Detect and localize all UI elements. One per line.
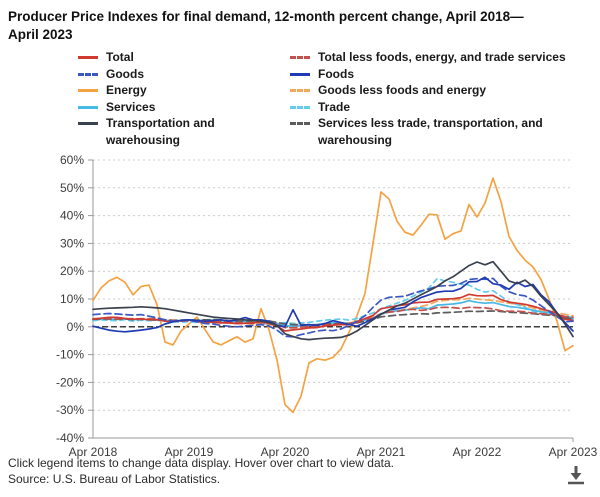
download-button[interactable]: [564, 463, 588, 487]
legend-label: Services less trade, transportation, and…: [318, 116, 543, 147]
legend-label: Trade: [318, 99, 351, 114]
svg-text:-30%: -30%: [56, 403, 84, 417]
svg-text:40%: 40%: [60, 209, 84, 223]
source-text: Source: U.S. Bureau of Labor Statistics.: [8, 472, 221, 486]
svg-text:Apr 2018: Apr 2018: [69, 445, 118, 459]
legend-line-swatch: [290, 89, 310, 93]
chart-plot-area[interactable]: 60%50%40%30%20%10%0%-10%-20%-30%-40%Apr …: [8, 150, 600, 468]
page-title: Producer Price Indexes for final demand,…: [8, 9, 524, 42]
svg-text:Apr 2023: Apr 2023: [549, 445, 598, 459]
legend-line-swatch: [290, 105, 310, 109]
legend-item[interactable]: Total less foods, energy, and trade serv…: [290, 49, 590, 66]
svg-text:-40%: -40%: [56, 431, 84, 445]
legend-item[interactable]: Total: [78, 49, 290, 66]
svg-text:50%: 50%: [60, 181, 84, 195]
legend-item[interactable]: Services: [78, 99, 290, 116]
legend-line-swatch: [78, 105, 98, 109]
legend-item[interactable]: Energy: [78, 82, 290, 99]
svg-text:Apr 2020: Apr 2020: [261, 445, 310, 459]
legend-line-swatch: [290, 56, 310, 60]
legend-item[interactable]: Services less trade, transportation, and…: [290, 115, 590, 148]
series-line-transportation-and-warehousing: [92, 260, 574, 341]
legend-line-swatch: [78, 122, 98, 126]
svg-text:60%: 60%: [60, 153, 84, 167]
legend-label: Goods less foods and energy: [318, 83, 487, 98]
series-line-services: [92, 299, 574, 328]
legend-line-swatch: [78, 89, 98, 93]
legend-column-2: Total less foods, energy, and trade serv…: [290, 49, 590, 148]
legend-label: Foods: [318, 66, 354, 81]
legend-item[interactable]: Goods: [78, 66, 290, 83]
svg-text:20%: 20%: [60, 264, 84, 278]
chart-instructions: Click legend items to change data displa…: [8, 456, 394, 470]
legend-item[interactable]: Transportation and warehousing: [78, 115, 290, 148]
legend-line-swatch: [78, 72, 98, 76]
svg-text:Apr 2022: Apr 2022: [453, 445, 502, 459]
legend: Total Goods Energy Services Transportation a…: [78, 49, 592, 148]
legend-label: Total: [106, 50, 134, 65]
series-line-total: [92, 293, 574, 332]
svg-text:-20%: -20%: [56, 375, 84, 389]
legend-line-swatch: [290, 122, 310, 126]
legend-label: Energy: [106, 83, 147, 98]
svg-text:Apr 2021: Apr 2021: [357, 445, 406, 459]
series-line-goods: [92, 277, 574, 338]
legend-column-1: Total Goods Energy Services Transportation a…: [78, 49, 290, 148]
series-line-foods: [92, 276, 574, 333]
svg-text:0%: 0%: [67, 320, 85, 334]
legend-label: Transportation and warehousing: [106, 116, 215, 147]
legend-label: Total less foods, energy, and trade serv…: [318, 50, 566, 65]
legend-label: Goods: [106, 66, 144, 81]
download-icon: [568, 466, 584, 485]
svg-text:-10%: -10%: [56, 348, 84, 362]
legend-line-swatch: [290, 72, 310, 76]
svg-text:30%: 30%: [60, 236, 84, 250]
svg-text:10%: 10%: [60, 292, 84, 306]
legend-label: Services: [106, 99, 156, 114]
legend-item[interactable]: Trade: [290, 99, 590, 116]
chart-footer: Click legend items to change data displa…: [8, 455, 394, 487]
series-line-energy: [92, 177, 574, 414]
svg-text:Apr 2019: Apr 2019: [165, 445, 214, 459]
legend-item[interactable]: Foods: [290, 66, 590, 83]
legend-item[interactable]: Goods less foods and energy: [290, 82, 590, 99]
legend-line-swatch: [78, 56, 98, 60]
